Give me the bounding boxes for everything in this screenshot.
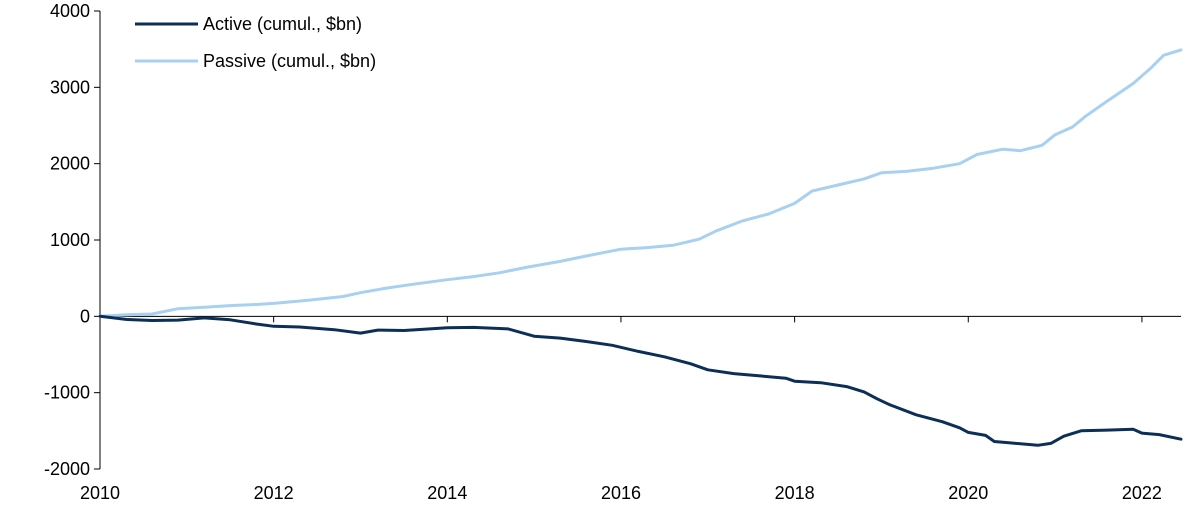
x-tick-label: 2018 xyxy=(775,483,815,503)
legend: Active (cumul., $bn) Passive (cumul., $bn… xyxy=(135,14,376,71)
y-tick-label: 0 xyxy=(80,306,90,326)
x-tick-label: 2016 xyxy=(601,483,641,503)
x-tick-label: 2020 xyxy=(948,483,988,503)
legend-label-passive: Passive (cumul., $bn) xyxy=(203,51,376,71)
series-line-passive xyxy=(98,48,1183,318)
axes: 4000 3000 2000 1000 0 -1000 -2000 2010 2012 2014 2… xyxy=(44,1,1181,503)
y-tick-label: 2000 xyxy=(50,154,90,174)
x-tick-label: 2012 xyxy=(254,483,294,503)
x-tick-label: 2014 xyxy=(427,483,467,503)
legend-label-active: Active (cumul., $bn) xyxy=(203,14,362,34)
y-tick-label: 1000 xyxy=(50,230,90,250)
y-tick-label: -1000 xyxy=(44,383,90,403)
x-tick-label: 2022 xyxy=(1122,483,1162,503)
y-tick-label: 3000 xyxy=(50,77,90,97)
x-tick-label: 2010 xyxy=(80,483,120,503)
series-layer xyxy=(98,48,1183,447)
series-line-active xyxy=(98,314,1183,447)
y-tick-label: -2000 xyxy=(44,459,90,479)
y-tick-label: 4000 xyxy=(50,1,90,21)
